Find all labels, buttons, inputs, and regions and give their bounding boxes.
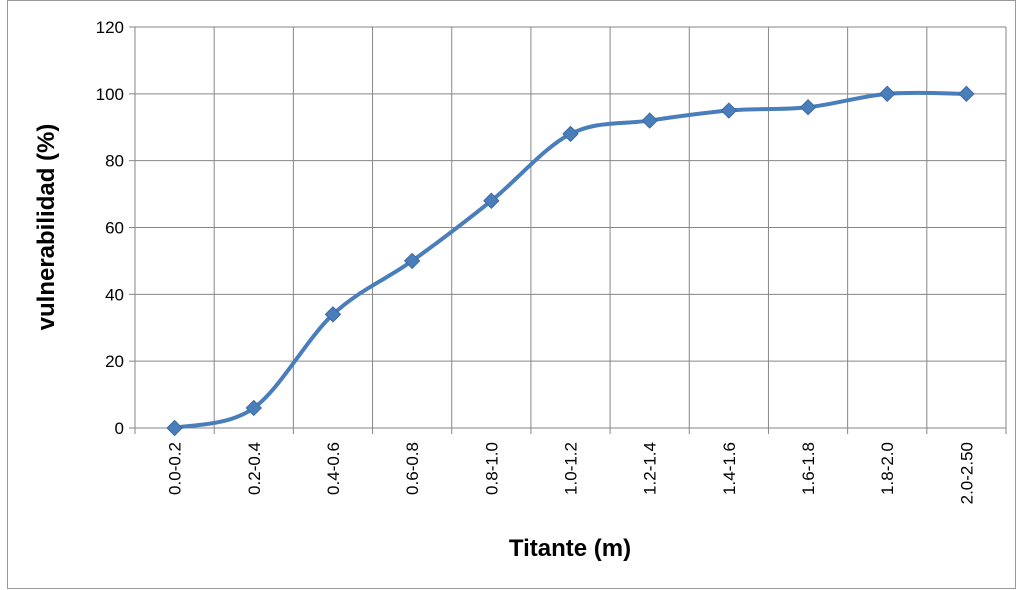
- y-tick-label: 120: [96, 18, 124, 37]
- axes: [129, 26, 1007, 434]
- x-tick-label: 1.4-1.6: [720, 442, 739, 495]
- x-axis-title: Titante (m): [509, 535, 631, 562]
- x-tick-label: 1.0-1.2: [562, 442, 581, 495]
- data-point-marker: [483, 192, 500, 209]
- x-tick-label: 1.8-2.0: [878, 442, 897, 495]
- data-point-marker: [403, 252, 421, 270]
- data-point-marker: [324, 306, 342, 323]
- y-tick-label: 20: [105, 352, 124, 371]
- x-tick-label: 0.4-0.6: [324, 442, 343, 495]
- y-tick-label: 40: [105, 285, 124, 304]
- x-tick-label: 0.6-0.8: [403, 442, 422, 495]
- series-line: [172, 90, 969, 430]
- data-point-marker: [720, 102, 738, 119]
- x-tick-label: 0.8-1.0: [482, 442, 501, 495]
- data-point-marker: [166, 419, 183, 437]
- y-tick-label: 100: [96, 85, 124, 104]
- data-point-marker: [562, 125, 579, 143]
- y-tick-label: 60: [105, 219, 124, 238]
- x-tick-label: 0.2-0.4: [245, 442, 264, 495]
- data-point-marker: [245, 399, 262, 417]
- series-layer: [166, 85, 975, 437]
- y-axis-title: vulnerabilidad (%): [33, 124, 60, 331]
- data-point-marker: [879, 85, 896, 103]
- y-tick-label: 80: [105, 152, 124, 171]
- data-point-marker: [641, 112, 658, 129]
- x-tick-label: 1.2-1.4: [641, 442, 660, 495]
- gridlines: [135, 26, 1007, 428]
- data-point-marker: [799, 98, 817, 116]
- x-tick-label: 1.6-1.8: [799, 442, 818, 495]
- x-tick-label: 0.0-0.2: [166, 442, 185, 495]
- data-point-marker: [958, 85, 975, 103]
- x-tick-label: 2.0-2.50: [957, 442, 976, 504]
- y-tick-label: 0: [115, 419, 124, 438]
- tick-labels: 0 20 40 60 80 100 120 0.0-0.2 0.2-0.4 0.4-0.6 0.6-…: [96, 18, 977, 504]
